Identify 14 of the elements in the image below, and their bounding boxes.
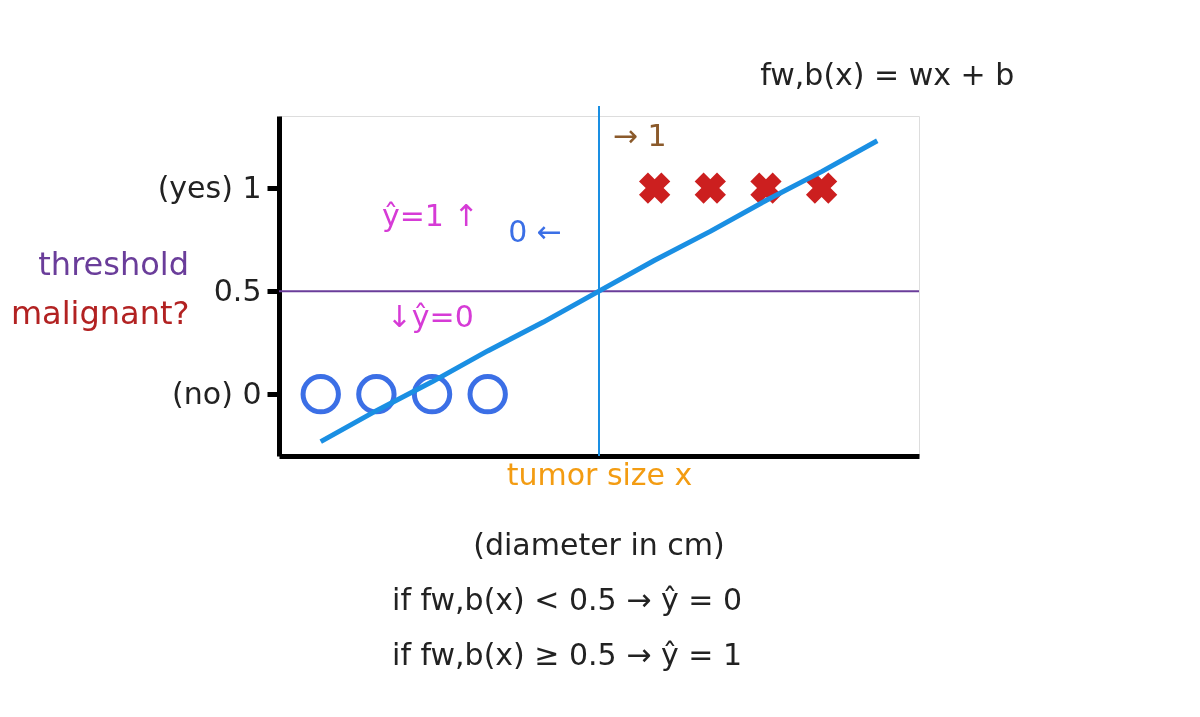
annotation: → 1 — [612, 117, 667, 153]
text: if fw,b(x) < 0.5 → ŷ = 0 — [392, 582, 742, 617]
text: if fw,b(x) ≥ 0.5 → ŷ = 1 — [392, 637, 742, 672]
annotation: ŷ=1 ↑ — [381, 197, 479, 233]
annotation: 0 ← — [508, 214, 562, 250]
text: fw,b(x) = wx + b — [760, 56, 1015, 92]
y-tick-label: (yes) 1 — [157, 169, 262, 205]
y-axis-title: malignant? — [10, 293, 190, 332]
annotation: ↓ŷ=0 — [386, 298, 474, 334]
text: (diameter in cm) — [473, 527, 725, 562]
ref-line-label: threshold — [38, 245, 189, 284]
y-tick-label: (no) 0 — [172, 375, 262, 411]
y-tick-label: 0.5 — [213, 272, 262, 308]
x-axis-title: tumor size x — [506, 456, 693, 492]
